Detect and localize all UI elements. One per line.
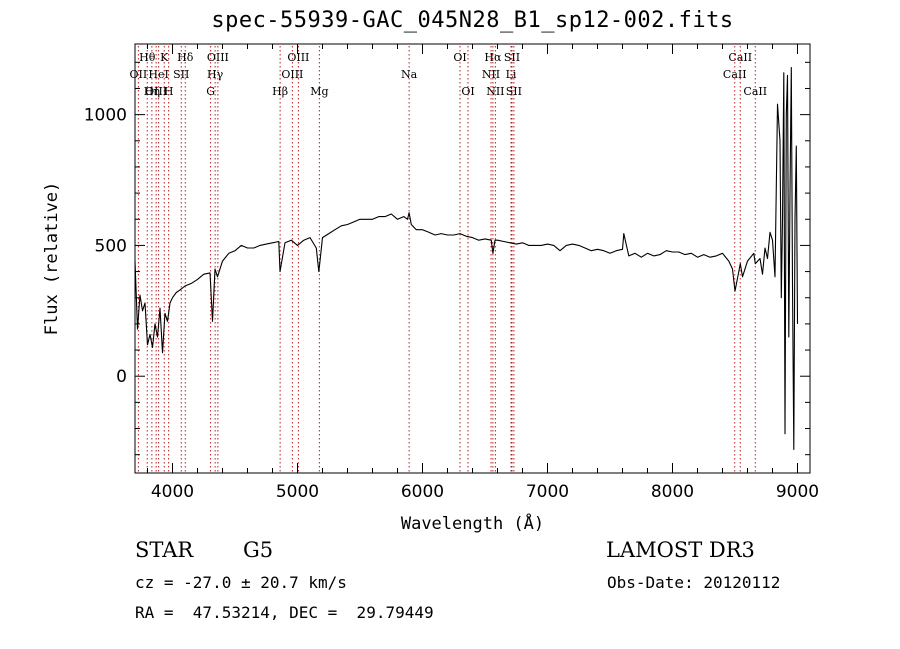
line-marker-labels: Hθ OII OIII K HeI Hη H Hδ SII OIII Hγ G Hβ OIII OIII Mg… — [130, 51, 768, 98]
x-tick-label: 5000 — [276, 482, 319, 502]
line-marker-label: OI — [453, 51, 466, 64]
line-marker-label: OIII — [145, 85, 167, 98]
line-marker-label: CaII — [723, 68, 747, 81]
line-marker-label: SII — [506, 85, 522, 98]
x-axis-ticks: 4000 5000 6000 7000 8000 9000 — [147, 44, 819, 502]
line-marker-label: NII — [486, 85, 504, 98]
line-markers — [137, 46, 756, 473]
x-tick-label: 4000 — [151, 482, 194, 502]
line-marker-label: Mg — [310, 85, 328, 98]
line-marker-label: OII — [130, 68, 148, 81]
x-tick-label: 6000 — [401, 482, 444, 502]
line-marker-label: OI — [461, 85, 474, 98]
line-marker-label: OIII — [287, 51, 309, 64]
line-marker-label: HeI — [148, 68, 168, 81]
y-axis-label: Flux (relative) — [42, 182, 62, 336]
line-marker-label: OIII — [207, 51, 229, 64]
plot-frame — [134, 43, 811, 474]
line-marker-label: Hγ — [207, 68, 224, 81]
line-marker-label: Hθ — [139, 51, 156, 64]
x-axis-label: Wavelength (Å) — [401, 512, 544, 534]
object-subclass: G5 — [243, 538, 274, 562]
line-marker-label: Li — [506, 68, 517, 81]
line-marker-label: Hδ — [177, 51, 194, 64]
line-marker-label: K — [160, 51, 169, 64]
line-marker-label: SII — [504, 51, 520, 64]
x-tick-label: 9000 — [776, 482, 819, 502]
line-marker-label: CaII — [728, 51, 752, 64]
chart-title: spec-55939-GAC_045N28_B1_sp12-002.fits — [211, 8, 734, 33]
redshift-text: cz = -27.0 ± 20.7 km/s — [135, 573, 347, 592]
y-tick-label: 0 — [116, 367, 127, 387]
x-tick-label: 8000 — [651, 482, 694, 502]
line-marker-label: NII — [482, 68, 500, 81]
spectrum-line — [134, 66, 799, 451]
line-marker-label: CaII — [743, 85, 767, 98]
line-marker-label: OIII — [281, 68, 303, 81]
y-tick-label: 500 — [95, 236, 127, 256]
y-axis-ticks: 0 500 1000 — [84, 61, 810, 456]
x-tick-label: 7000 — [526, 482, 569, 502]
line-marker-label: G — [206, 85, 215, 98]
line-marker-label: H — [164, 85, 174, 98]
line-marker-label: Hη — [144, 85, 160, 98]
obs-date-text: Obs-Date: 20120112 — [607, 573, 781, 592]
y-tick-label: 1000 — [84, 106, 127, 126]
survey-name: LAMOST DR3 — [606, 538, 755, 562]
line-marker-label: Hβ — [272, 85, 288, 98]
line-marker-label: SII — [173, 68, 189, 81]
line-marker-label: Na — [401, 68, 418, 81]
coordinates-text: RA = 47.53214, DEC = 29.79449 — [135, 603, 434, 622]
line-marker-label: Hα — [484, 51, 502, 64]
object-class: STAR — [135, 538, 194, 562]
